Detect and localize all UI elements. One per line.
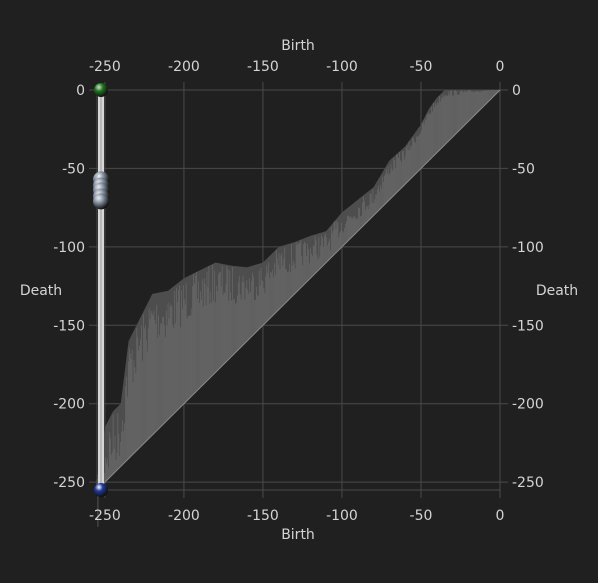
x-tick-label-top: -150 <box>247 59 279 75</box>
y-tick-label-right: -100 <box>512 240 544 256</box>
x-tick-label-bottom: -250 <box>89 508 121 524</box>
diagonal-line <box>96 89 501 491</box>
y-tick-label-right: -150 <box>512 318 544 334</box>
persistence-points[interactable] <box>93 83 109 497</box>
x-tick-label-bottom: -50 <box>410 508 433 524</box>
y-tick-label-right: 0 <box>512 83 521 99</box>
y-tick-label-left: -200 <box>53 397 85 413</box>
x-tick-label-top: -50 <box>410 59 433 75</box>
y-axis-title-left: Death <box>20 283 62 299</box>
y-axis-title-right: Death <box>536 283 578 299</box>
y-tick-label-right: -200 <box>512 397 544 413</box>
x-tick-label-top: 0 <box>496 59 505 75</box>
y-tick-label-left: 0 <box>76 83 85 99</box>
essential-bar[interactable] <box>98 90 104 490</box>
x-tick-label-bottom: -100 <box>326 508 358 524</box>
y-tick-label-right: -250 <box>512 475 544 491</box>
x-tick-label-top: -100 <box>326 59 358 75</box>
diagonal-region <box>96 89 501 491</box>
y-tick-label-right: -50 <box>512 161 535 177</box>
y-tick-label-left: -50 <box>62 161 85 177</box>
essential-point[interactable] <box>94 483 108 497</box>
x-tick-label-top: -250 <box>89 59 121 75</box>
y-tick-label-left: -150 <box>53 318 85 334</box>
y-tick-label-left: -100 <box>53 240 85 256</box>
x-axis-title-bottom: Birth <box>281 527 315 543</box>
tick-labels: -250-250-200-200-150-150-100-100-50-5000… <box>53 59 544 524</box>
x-tick-label-top: -200 <box>168 59 200 75</box>
persistence-spikes <box>96 90 500 527</box>
essential-point[interactable] <box>94 83 108 97</box>
y-tick-label-left: -250 <box>53 475 85 491</box>
x-tick-label-bottom: -150 <box>247 508 279 524</box>
x-axis-title-top: Birth <box>281 38 315 54</box>
persistence-point[interactable] <box>93 193 109 210</box>
x-tick-label-bottom: -200 <box>168 508 200 524</box>
x-tick-label-bottom: 0 <box>496 508 505 524</box>
